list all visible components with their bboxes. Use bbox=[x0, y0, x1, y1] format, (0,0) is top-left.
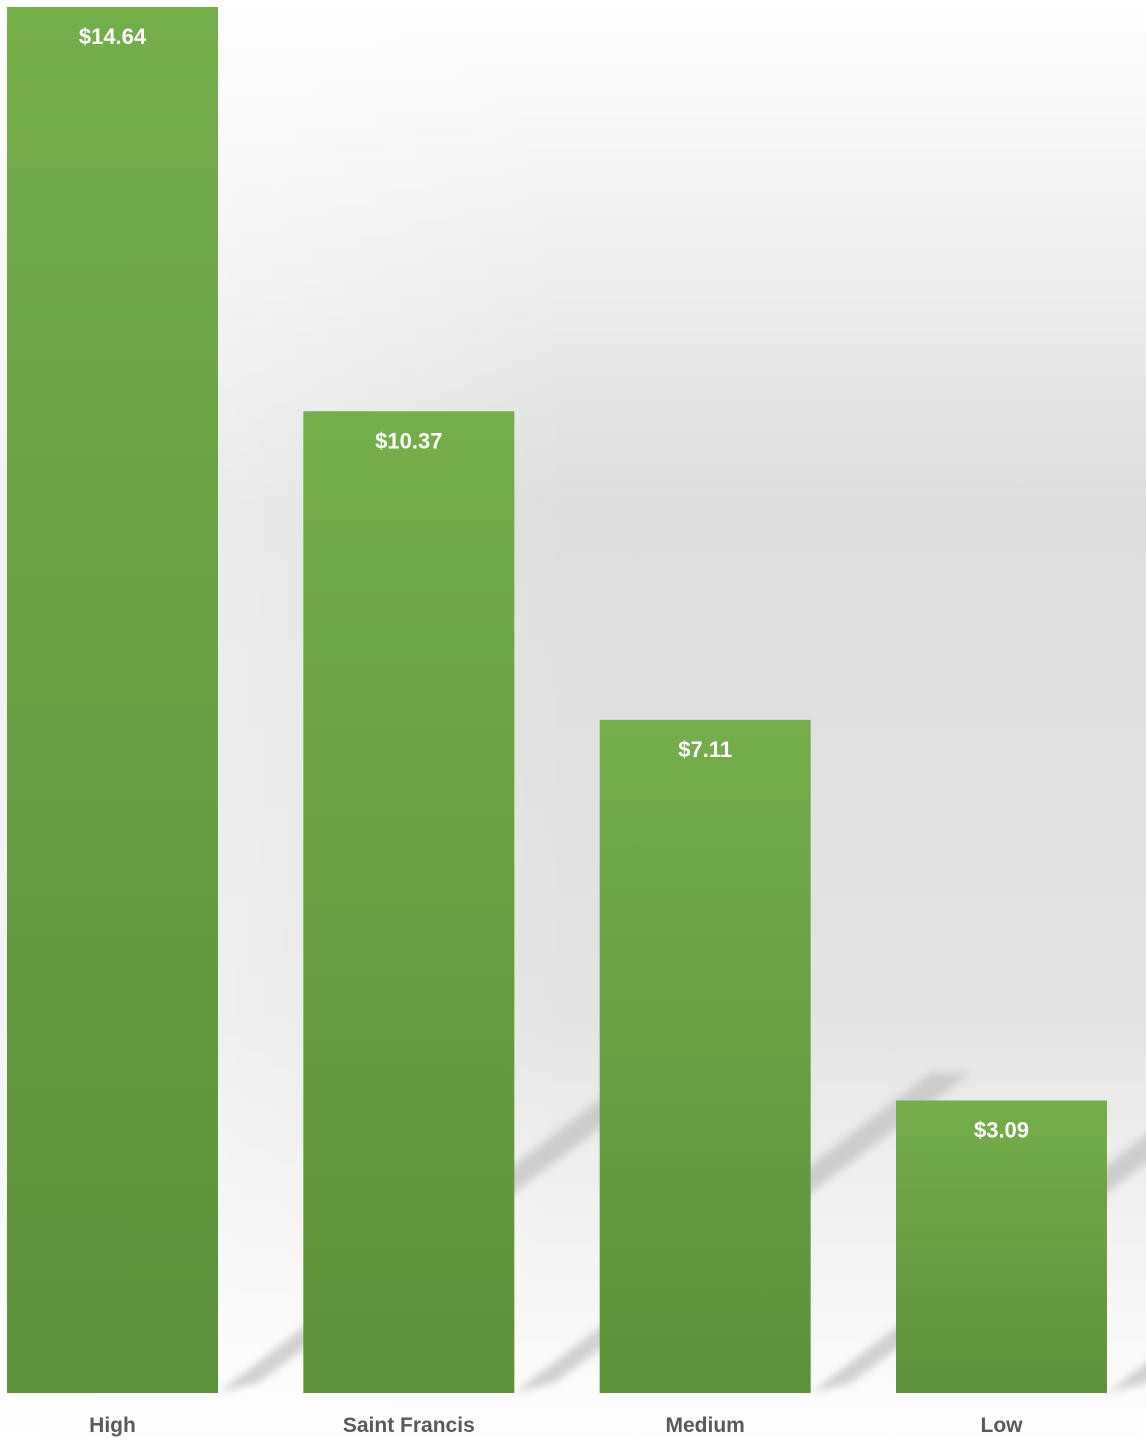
data-labels: $14.64 $10.37 $7.11 $3.09 bbox=[79, 24, 1029, 1142]
x-tick-label-medium: Medium bbox=[665, 1414, 744, 1437]
bar-shadow-low bbox=[1107, 1362, 1146, 1393]
bar-saint-francis bbox=[303, 411, 515, 1393]
x-tick-label-saint-francis: Saint Francis bbox=[343, 1414, 475, 1437]
bars bbox=[7, 7, 1107, 1393]
data-label-low: $3.09 bbox=[974, 1117, 1029, 1142]
x-axis-labels: High Saint Francis Medium Low bbox=[89, 1414, 1023, 1437]
data-label-high: $14.64 bbox=[79, 24, 147, 49]
bar-medium bbox=[599, 719, 811, 1393]
data-label-saint-francis: $10.37 bbox=[375, 428, 442, 453]
bar-high bbox=[7, 7, 218, 1393]
bar-low bbox=[896, 1100, 1107, 1393]
x-tick-label-high: High bbox=[89, 1414, 136, 1437]
x-tick-label-low: Low bbox=[981, 1414, 1024, 1437]
data-label-medium: $7.11 bbox=[678, 737, 732, 762]
